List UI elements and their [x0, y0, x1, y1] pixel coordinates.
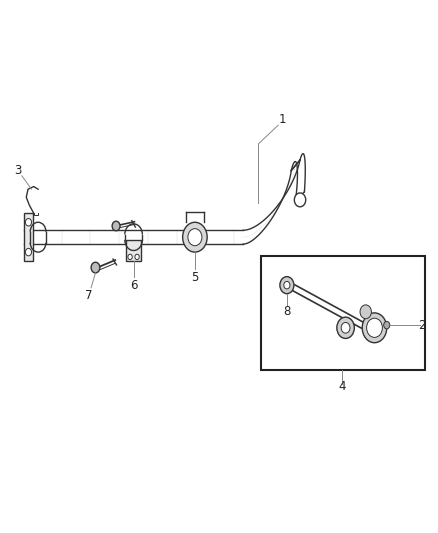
Circle shape — [25, 248, 32, 256]
Circle shape — [384, 321, 390, 329]
Circle shape — [135, 254, 139, 260]
Circle shape — [337, 317, 354, 338]
Text: 2: 2 — [418, 319, 426, 332]
Text: 3: 3 — [14, 164, 21, 177]
Circle shape — [188, 229, 202, 246]
Text: 7: 7 — [85, 289, 93, 302]
Bar — [261, 256, 425, 370]
FancyBboxPatch shape — [24, 213, 33, 261]
FancyBboxPatch shape — [126, 240, 141, 261]
Circle shape — [367, 318, 382, 337]
Text: 6: 6 — [130, 279, 138, 292]
Circle shape — [128, 254, 132, 260]
Circle shape — [341, 322, 350, 333]
Circle shape — [280, 277, 294, 294]
Text: 5: 5 — [191, 271, 198, 284]
Circle shape — [91, 262, 100, 273]
Circle shape — [112, 221, 120, 231]
Circle shape — [294, 193, 306, 207]
Circle shape — [25, 219, 32, 226]
Text: 1: 1 — [279, 114, 286, 126]
Circle shape — [284, 281, 290, 289]
Text: 4: 4 — [338, 380, 346, 393]
Circle shape — [362, 313, 387, 343]
Circle shape — [360, 305, 371, 319]
Circle shape — [183, 222, 207, 252]
Text: 8: 8 — [283, 305, 290, 318]
